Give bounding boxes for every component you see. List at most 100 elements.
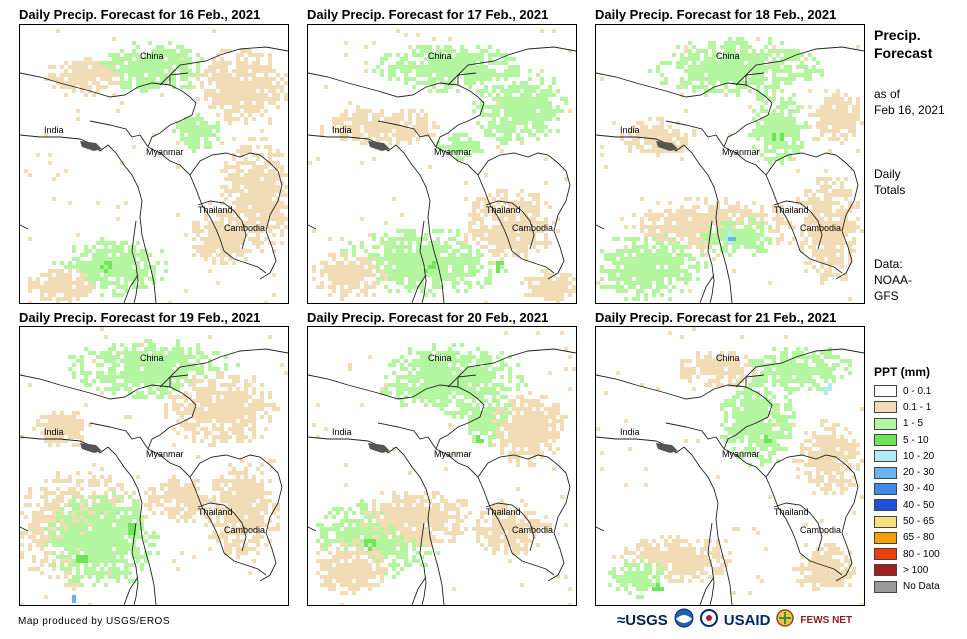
legend-swatch xyxy=(874,515,897,528)
thailand-label: Thailand xyxy=(774,205,809,215)
map-canvas xyxy=(308,29,576,303)
thailand-label: Thailand xyxy=(486,507,521,517)
legend-swatch xyxy=(874,450,897,463)
forecast-map-3: China India Myanmar Thailand Cambodia xyxy=(595,24,865,304)
legend-item: 0.1 - 1 xyxy=(874,399,940,415)
legend-swatch xyxy=(874,482,897,495)
legend-swatch xyxy=(874,564,897,577)
panel-title-5: Daily Precip. Forecast for 20 Feb., 2021 xyxy=(307,310,549,325)
legend-label: 40 - 50 xyxy=(903,499,935,511)
forecast-map-1: China India Myanmar Thailand Cambodia xyxy=(19,24,289,304)
legend-label: 20 - 30 xyxy=(903,467,935,479)
cambodia-label: Cambodia xyxy=(800,223,842,233)
forecast-map-2: China India Myanmar Thailand Cambodia xyxy=(307,24,577,304)
legend-swatch xyxy=(874,466,897,479)
china-label: China xyxy=(716,353,740,363)
india-label: India xyxy=(620,427,640,437)
legend-swatch xyxy=(874,548,897,561)
legend-item: 0 - 0.1 xyxy=(874,383,940,399)
legend-item: 40 - 50 xyxy=(874,497,940,513)
sidebar-daily-totals: Daily Totals xyxy=(874,167,906,197)
china-label: China xyxy=(428,353,452,363)
fewsnet-logo: FEWS NET xyxy=(800,614,853,626)
forecast-map-4: China India Myanmar Thailand Cambodia xyxy=(19,326,289,606)
legend-item: 20 - 30 xyxy=(874,464,940,480)
china-label: China xyxy=(428,51,452,61)
legend-label: No Data xyxy=(903,581,940,593)
precip-field xyxy=(596,37,864,301)
ppt-legend: PPT (mm) 0 - 0.1 0.1 - 1 1 - 5 5 - 10 10 - 2… xyxy=(874,365,940,595)
india-label: India xyxy=(620,125,640,135)
forecast-map-5: China India Myanmar Thailand Cambodia xyxy=(307,326,577,606)
sidebar-data-source: Data: NOAA- GFS xyxy=(874,257,913,303)
legend-label: 10 - 20 xyxy=(903,450,935,462)
legend-label: 80 - 100 xyxy=(903,548,940,560)
china-label: China xyxy=(716,51,740,61)
india-label: India xyxy=(44,125,64,135)
legend-swatch xyxy=(874,385,897,398)
china-label: China xyxy=(140,51,164,61)
cambodia-label: Cambodia xyxy=(800,525,842,535)
myanmar-label: Myanmar xyxy=(146,449,184,459)
precip-field xyxy=(24,29,288,303)
panel-title-1: Daily Precip. Forecast for 16 Feb., 2021 xyxy=(19,7,261,22)
myanmar-label: Myanmar xyxy=(722,449,760,459)
country-borders xyxy=(596,46,864,303)
thailand-label: Thailand xyxy=(486,205,521,215)
map-canvas xyxy=(20,327,288,605)
myanmar-label: Myanmar xyxy=(146,147,184,157)
map-canvas xyxy=(20,29,288,303)
legend-label: > 100 xyxy=(903,564,929,576)
sidebar-title: Precip. Forecast xyxy=(874,27,933,61)
legend-swatch xyxy=(874,580,897,593)
cambodia-label: Cambodia xyxy=(512,525,554,535)
legend-swatch xyxy=(874,401,897,414)
legend-label: 30 - 40 xyxy=(903,483,935,495)
legend-label: 0 - 0.1 xyxy=(903,385,932,397)
country-borders xyxy=(308,46,576,303)
thailand-label: Thailand xyxy=(774,507,809,517)
legend-swatch xyxy=(874,434,897,447)
panel-title-3: Daily Precip. Forecast for 18 Feb., 2021 xyxy=(595,7,837,22)
map-canvas xyxy=(308,331,576,605)
legend-item: > 100 xyxy=(874,562,940,578)
myanmar-label: Myanmar xyxy=(434,147,472,157)
china-label: China xyxy=(140,353,164,363)
myanmar-label: Myanmar xyxy=(722,147,760,157)
precip-field xyxy=(312,331,576,605)
india-label: India xyxy=(332,125,352,135)
panel-title-2: Daily Precip. Forecast for 17 Feb., 2021 xyxy=(307,7,549,22)
fewsnet-globe-icon xyxy=(776,608,795,632)
country-borders xyxy=(596,348,864,605)
myanmar-label: Myanmar xyxy=(434,449,472,459)
legend-swatch xyxy=(874,499,897,512)
map-credit: Map produced by USGS/EROS xyxy=(18,616,171,627)
usaid-seal-icon xyxy=(699,608,718,632)
usaid-logo: USAID xyxy=(723,611,771,629)
forecast-map-6: China India Myanmar Thailand Cambodia xyxy=(595,326,865,606)
legend-item: 50 - 65 xyxy=(874,513,940,529)
country-borders xyxy=(308,348,576,605)
noaa-logo-icon xyxy=(674,608,694,633)
cambodia-label: Cambodia xyxy=(224,223,266,233)
legend-item: 65 - 80 xyxy=(874,530,940,546)
map-canvas xyxy=(596,327,864,605)
legend-item: No Data xyxy=(874,579,940,595)
sidebar-asof: as of Feb 16, 2021 xyxy=(874,87,945,117)
india-label: India xyxy=(44,427,64,437)
map-canvas xyxy=(596,37,864,303)
thailand-label: Thailand xyxy=(198,205,233,215)
legend-swatch xyxy=(874,531,897,544)
precip-field xyxy=(20,327,288,605)
legend-item: 1 - 5 xyxy=(874,416,940,432)
agency-logos: ≈USGS USAID FEWS NET xyxy=(617,606,863,634)
legend-item: 80 - 100 xyxy=(874,546,940,562)
legend-item: 10 - 20 xyxy=(874,448,940,464)
country-borders xyxy=(20,46,288,303)
panel-title-4: Daily Precip. Forecast for 19 Feb., 2021 xyxy=(19,310,261,325)
india-label: India xyxy=(332,427,352,437)
legend-item: 5 - 10 xyxy=(874,432,940,448)
precip-field xyxy=(308,29,576,303)
thailand-label: Thailand xyxy=(198,507,233,517)
legend-item: 30 - 40 xyxy=(874,481,940,497)
